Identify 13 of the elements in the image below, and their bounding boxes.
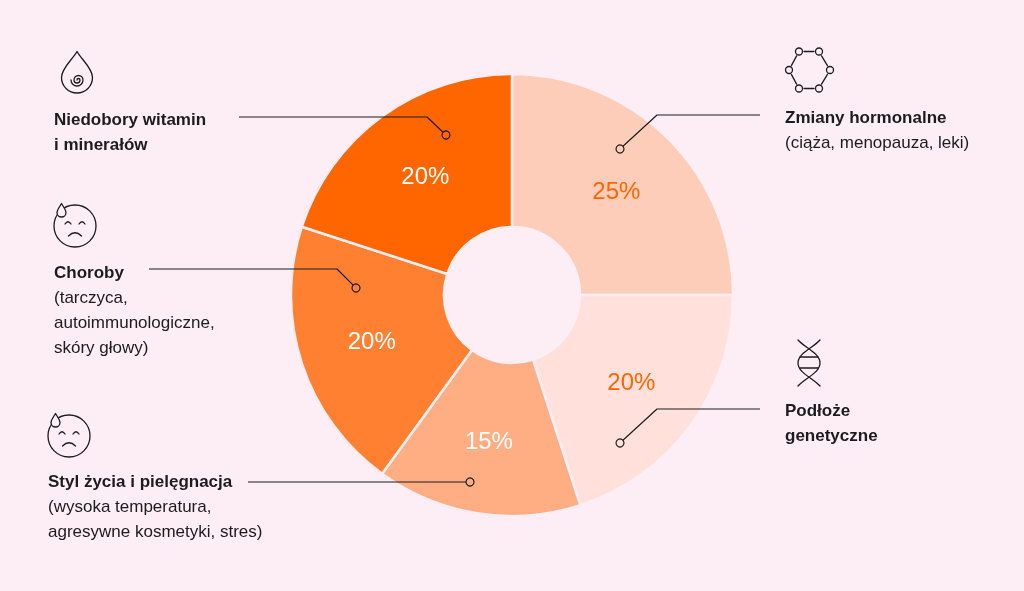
data-label: 20% bbox=[347, 327, 396, 355]
text: (ciąża, menopauza, leki) bbox=[785, 132, 970, 152]
slice-label: Styl życia i pielęgnacja bbox=[48, 471, 233, 491]
slice-label: Podłoże genetyczne bbox=[785, 400, 878, 445]
data-label: 25% bbox=[592, 177, 641, 205]
slice-label: Choroby bbox=[54, 262, 125, 282]
data-label: 15% bbox=[464, 427, 513, 455]
data-label: 20% bbox=[607, 368, 656, 396]
text: (wysoka temperatura, agresywne kosmetyki, stres) bbox=[48, 496, 263, 541]
text: (tarczyca, autoimmunologiczne, skóry głowy) bbox=[54, 287, 215, 357]
data-label: 20% bbox=[401, 162, 450, 190]
slice-label: Zmiany hormonalne bbox=[785, 107, 947, 127]
slice-label: Niedobory witamin i minerałów bbox=[54, 109, 207, 154]
